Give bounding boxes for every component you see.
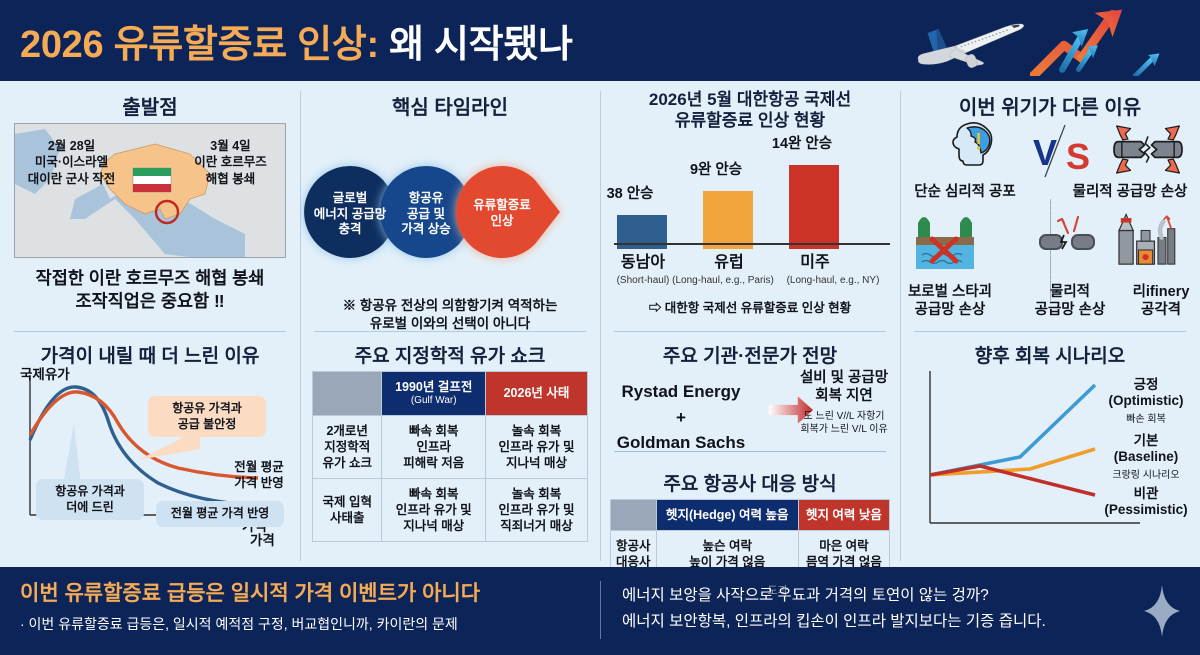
svg-text:V: V [1033,132,1057,173]
svg-text:S: S [1066,136,1090,177]
